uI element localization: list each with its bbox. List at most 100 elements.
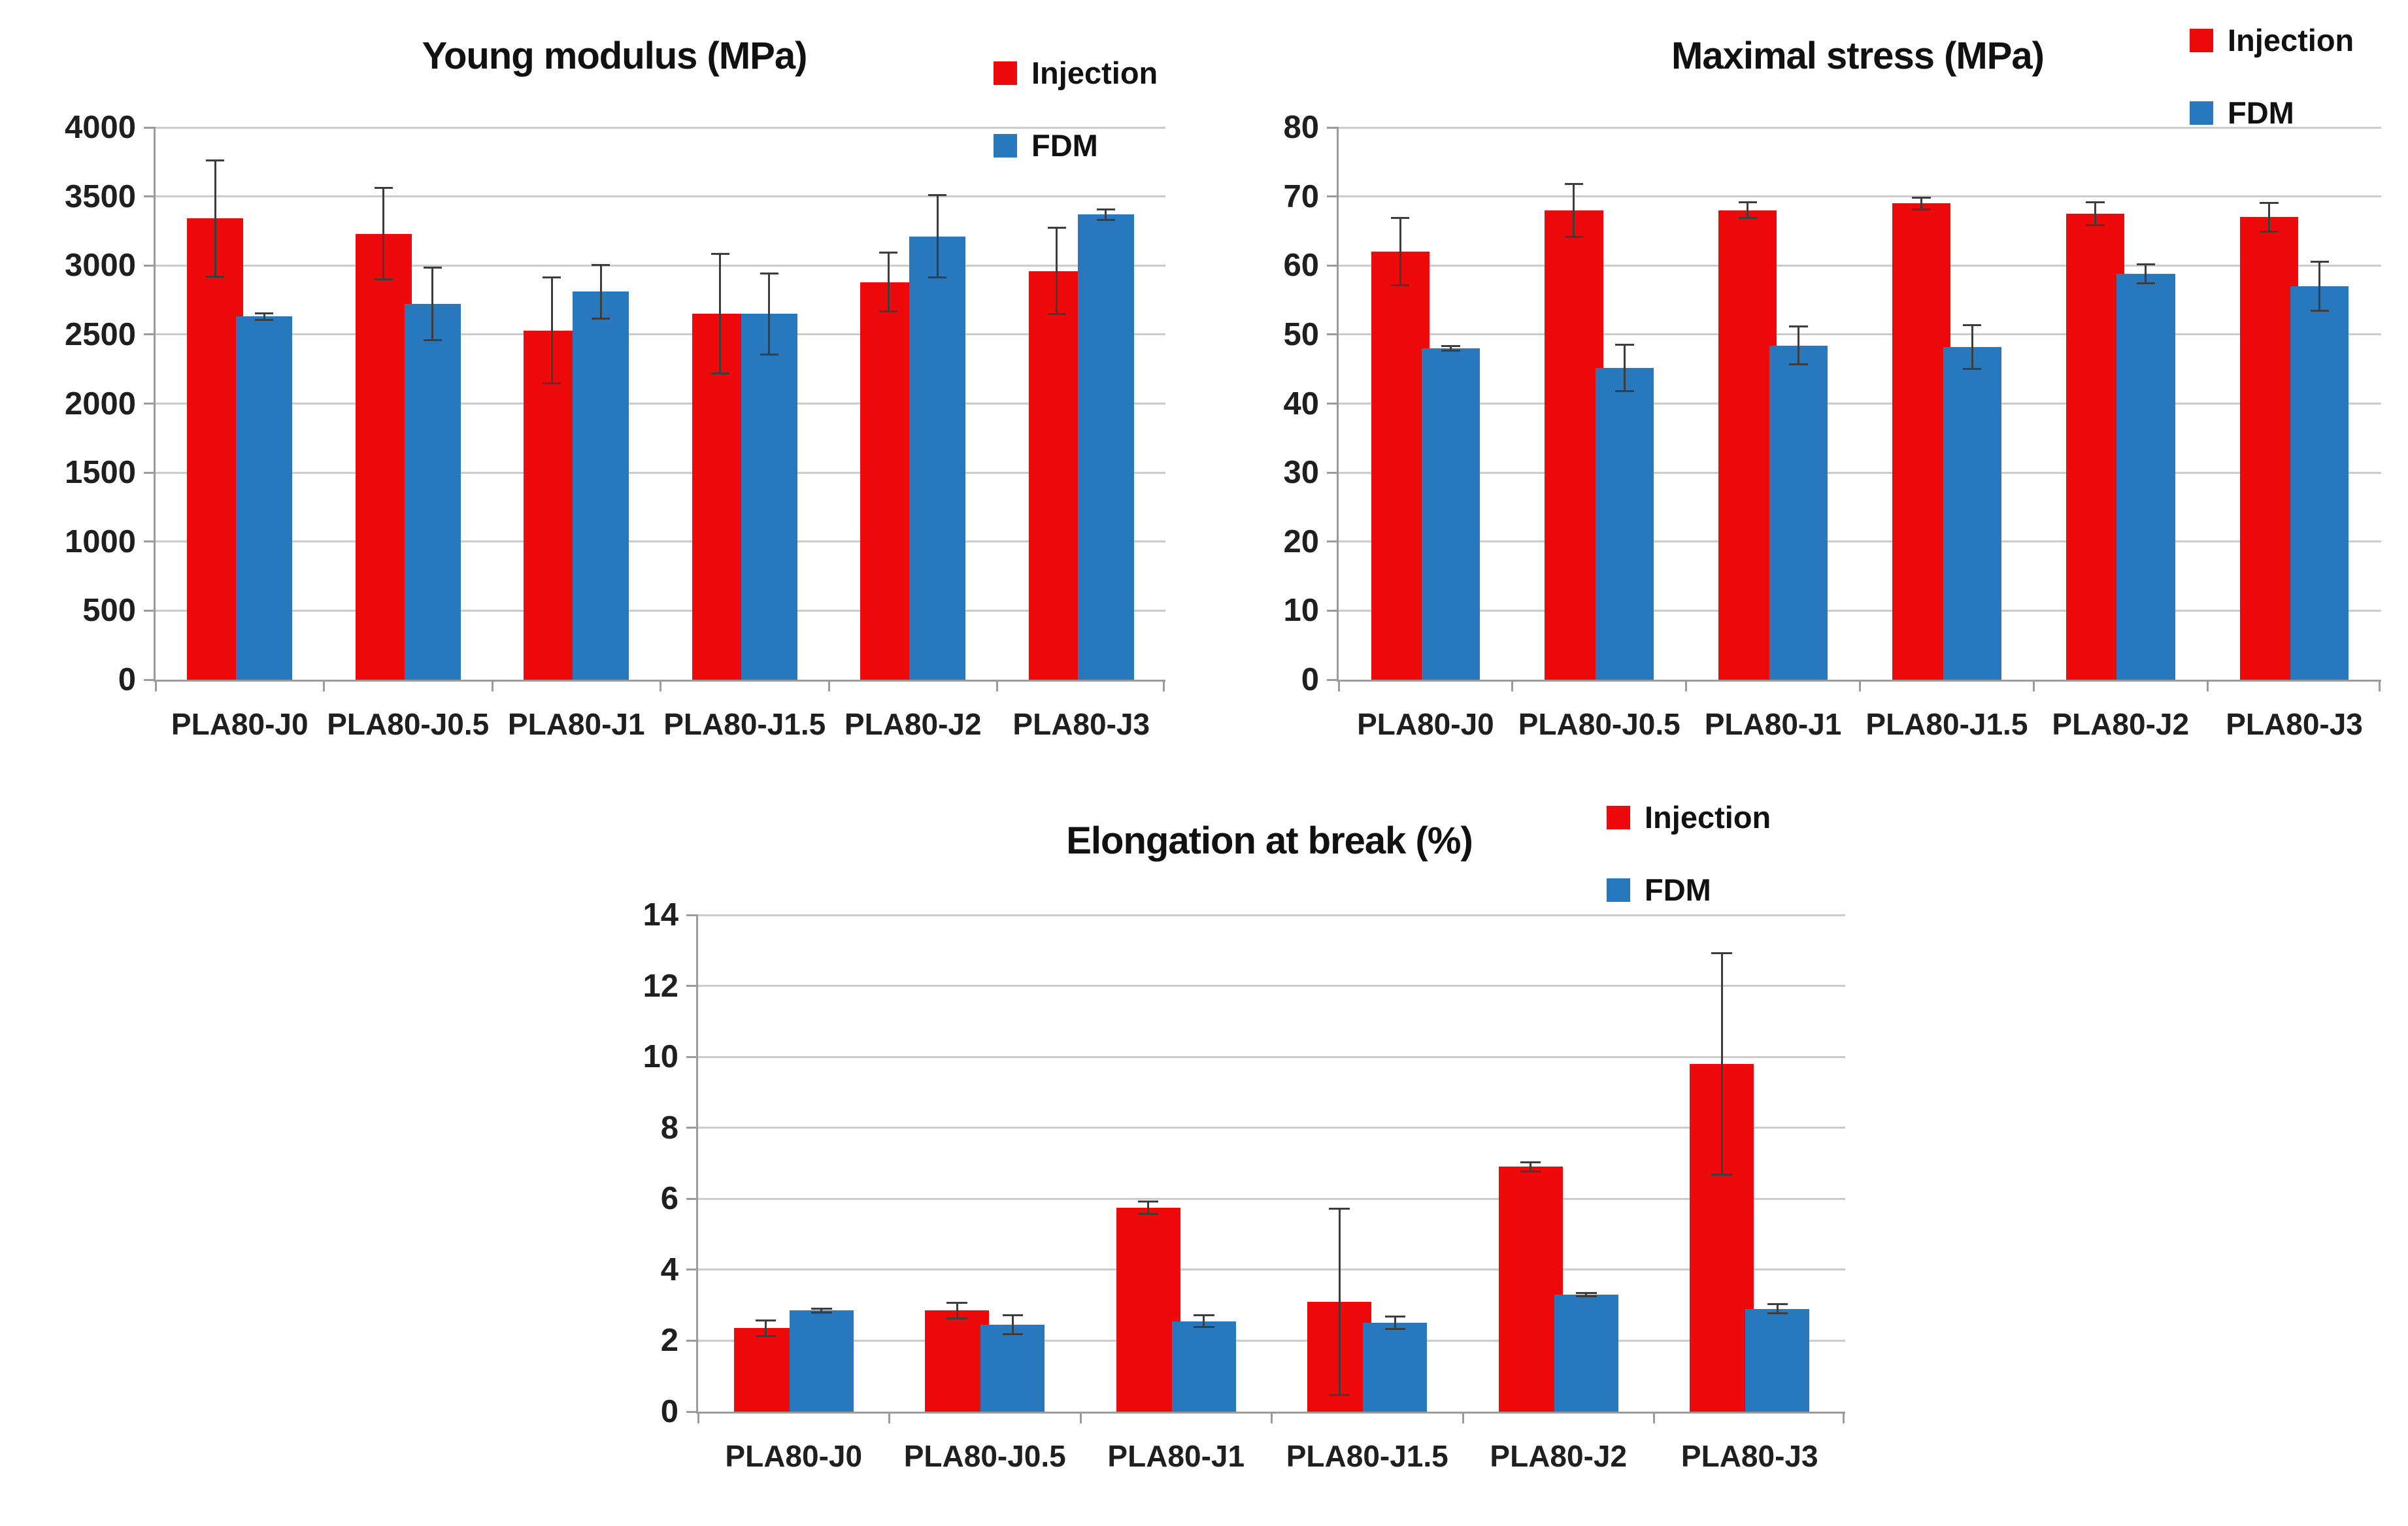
legend-label-fdm: FDM bbox=[2228, 95, 2294, 130]
error-bar bbox=[2310, 260, 2330, 312]
error-bar bbox=[1564, 182, 1584, 238]
y-axis-tick bbox=[144, 195, 156, 198]
y-axis-label: 50 bbox=[1283, 316, 1319, 352]
legend: Injection FDM bbox=[1607, 802, 1771, 905]
error-cap-top bbox=[1564, 182, 1584, 185]
gridline bbox=[156, 264, 1165, 267]
error-cap-top bbox=[928, 194, 947, 197]
error-cap-bottom bbox=[423, 339, 442, 342]
y-axis-tick bbox=[144, 126, 156, 129]
x-axis-tick bbox=[660, 680, 661, 691]
chart-title: Elongation at break (%) bbox=[1066, 820, 1473, 862]
bar-fdm bbox=[1769, 345, 1828, 680]
y-axis-tick bbox=[1327, 333, 1339, 336]
error-line bbox=[599, 264, 602, 320]
bar-injection bbox=[2065, 214, 2125, 680]
gridline bbox=[1339, 540, 2381, 543]
y-axis-tick bbox=[1327, 195, 1339, 198]
error-cap-bottom bbox=[760, 353, 778, 356]
error-cap-top bbox=[2086, 201, 2105, 204]
legend-label-injection: Injection bbox=[1645, 800, 1771, 835]
y-axis-label: 500 bbox=[82, 593, 136, 629]
error-cap-bottom bbox=[2310, 310, 2330, 312]
x-axis-label: PLA80-J0.5 bbox=[1518, 707, 1681, 741]
error-line bbox=[382, 186, 385, 281]
error-line bbox=[1105, 208, 1107, 221]
error-cap-top bbox=[1912, 196, 1931, 199]
x-axis-tick bbox=[1685, 680, 1688, 691]
x-axis-tick bbox=[2378, 680, 2381, 691]
error-line bbox=[768, 272, 771, 356]
error-cap-top bbox=[1096, 208, 1115, 210]
error-cap-bottom bbox=[711, 373, 729, 375]
y-axis-label: 0 bbox=[660, 1394, 678, 1429]
bar-injection bbox=[1371, 252, 1430, 680]
error-line bbox=[719, 253, 722, 375]
error-bar bbox=[1384, 1316, 1406, 1331]
chart-maximal-stress: Maximal stress (MPa) Injection FDM 0 10 20… bbox=[1209, 7, 2408, 761]
x-axis-tick bbox=[1842, 1412, 1845, 1423]
error-cap-top bbox=[2136, 263, 2156, 266]
error-cap-top bbox=[1576, 1292, 1597, 1295]
x-axis-label: PLA80-J2 bbox=[2052, 707, 2190, 741]
y-axis-label: 0 bbox=[118, 662, 136, 697]
error-line bbox=[1920, 196, 1923, 210]
y-axis-tick bbox=[144, 333, 156, 336]
y-axis-tick bbox=[1327, 264, 1339, 267]
error-cap-bottom bbox=[1047, 313, 1066, 316]
gridline bbox=[156, 333, 1165, 336]
y-axis-tick bbox=[686, 1339, 698, 1342]
x-axis-tick bbox=[2032, 680, 2035, 691]
y-axis-label: 30 bbox=[1283, 455, 1319, 491]
y-axis-tick bbox=[686, 914, 698, 916]
error-line bbox=[1573, 182, 1575, 238]
legend-item-injection: Injection bbox=[994, 58, 1158, 88]
error-cap-bottom bbox=[879, 310, 898, 313]
error-line bbox=[820, 1307, 823, 1314]
chart-title: Young modulus (MPa) bbox=[422, 35, 808, 77]
error-bar bbox=[1390, 217, 1410, 286]
bar-injection bbox=[1028, 271, 1085, 680]
bar-fdm bbox=[1554, 1294, 1618, 1412]
error-line bbox=[1011, 1314, 1014, 1336]
error-cap-top bbox=[206, 159, 225, 161]
error-line bbox=[1971, 324, 1973, 370]
error-bar bbox=[2086, 201, 2105, 227]
error-cap-top bbox=[592, 264, 610, 267]
error-cap-top bbox=[543, 276, 561, 279]
error-bar bbox=[374, 186, 393, 281]
error-bar bbox=[423, 267, 442, 342]
x-axis-tick bbox=[1653, 1412, 1655, 1423]
bar-injection bbox=[1718, 210, 1777, 680]
error-cap-bottom bbox=[1576, 1295, 1597, 1297]
error-line bbox=[2094, 201, 2096, 227]
gridline bbox=[698, 1197, 1845, 1200]
x-axis-label: PLA80-J3 bbox=[1681, 1439, 1818, 1473]
gridline bbox=[698, 1339, 1845, 1342]
fdm-swatch-icon bbox=[1607, 878, 1630, 902]
gridline bbox=[156, 195, 1165, 198]
injection-swatch-icon bbox=[2190, 28, 2213, 52]
injection-swatch-icon bbox=[1607, 805, 1630, 829]
x-axis-label: PLA80-J0 bbox=[1357, 707, 1494, 741]
error-line bbox=[1585, 1292, 1588, 1297]
error-cap-bottom bbox=[1194, 1326, 1214, 1329]
error-cap-bottom bbox=[1520, 1170, 1541, 1172]
error-cap-top bbox=[946, 1301, 967, 1304]
error-cap-bottom bbox=[811, 1311, 832, 1314]
error-bar bbox=[1194, 1314, 1214, 1329]
bar-injection bbox=[925, 1310, 990, 1412]
bar-fdm bbox=[1595, 367, 1654, 680]
error-bar bbox=[592, 264, 610, 320]
legend-label-fdm: FDM bbox=[1031, 128, 1098, 163]
error-line bbox=[431, 267, 434, 342]
error-line bbox=[936, 194, 939, 279]
error-cap-top bbox=[1002, 1314, 1024, 1316]
y-axis-tick bbox=[144, 678, 156, 681]
gridline bbox=[1339, 195, 2381, 198]
error-cap-top bbox=[1384, 1316, 1406, 1318]
error-line bbox=[1394, 1316, 1396, 1331]
error-cap-bottom bbox=[543, 382, 561, 384]
y-axis-tick bbox=[686, 1269, 698, 1271]
x-axis-tick bbox=[996, 680, 998, 691]
